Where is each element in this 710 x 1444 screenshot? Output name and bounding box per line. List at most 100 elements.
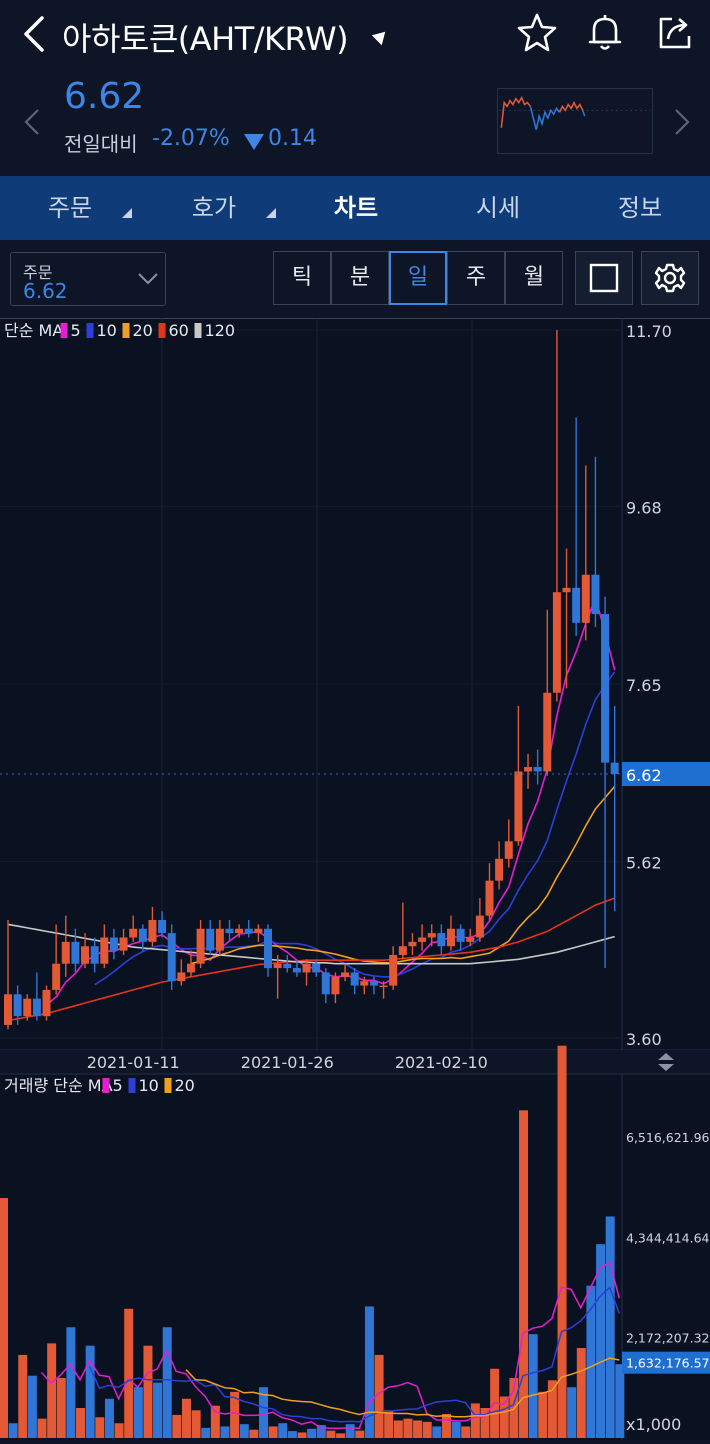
candle[interactable] bbox=[13, 985, 22, 1025]
candle[interactable] bbox=[244, 920, 253, 938]
period-tick[interactable]: 틱 bbox=[273, 251, 331, 305]
mini-intraday-chart[interactable] bbox=[497, 88, 653, 154]
volume-bar[interactable] bbox=[422, 1421, 432, 1438]
tab-market-price[interactable]: 시세 bbox=[475, 194, 521, 222]
candle[interactable] bbox=[206, 920, 215, 955]
candle[interactable] bbox=[562, 548, 571, 689]
volume-bar[interactable] bbox=[547, 1380, 557, 1438]
candle[interactable] bbox=[591, 456, 600, 628]
prev-coin-icon[interactable] bbox=[22, 106, 42, 138]
volume-bar[interactable] bbox=[297, 1432, 307, 1438]
volume-bar[interactable] bbox=[384, 1410, 394, 1438]
candle[interactable] bbox=[138, 924, 147, 951]
candle[interactable] bbox=[186, 950, 195, 977]
volume-bar[interactable] bbox=[133, 1387, 143, 1438]
volume-bar[interactable] bbox=[355, 1430, 365, 1438]
volume-bar[interactable] bbox=[104, 1398, 114, 1438]
volume-bar[interactable] bbox=[287, 1431, 297, 1438]
volume-bar[interactable] bbox=[37, 1418, 47, 1438]
volume-bar[interactable] bbox=[239, 1424, 249, 1438]
tab-chart[interactable]: 차트 bbox=[333, 194, 379, 222]
share-icon[interactable] bbox=[654, 12, 696, 54]
star-icon[interactable] bbox=[516, 12, 558, 54]
volume-bar[interactable] bbox=[47, 1343, 57, 1438]
volume-bar[interactable] bbox=[364, 1306, 374, 1438]
order-price-dropdown[interactable]: 주문 6.62 bbox=[10, 252, 166, 306]
volume-bar[interactable] bbox=[191, 1410, 201, 1438]
volume-bar[interactable] bbox=[220, 1426, 230, 1438]
candle[interactable] bbox=[32, 972, 41, 1021]
volume-bar[interactable] bbox=[249, 1429, 259, 1438]
candle[interactable] bbox=[466, 928, 475, 947]
candle[interactable] bbox=[418, 924, 427, 951]
volume-bar[interactable] bbox=[230, 1391, 240, 1438]
tab-order[interactable]: 주문 bbox=[20, 176, 132, 240]
volume-bar[interactable] bbox=[201, 1427, 211, 1438]
candle[interactable] bbox=[456, 924, 465, 951]
volume-bar[interactable] bbox=[557, 1045, 567, 1438]
volume-bar[interactable] bbox=[519, 1110, 529, 1438]
back-icon[interactable] bbox=[16, 12, 56, 56]
candle[interactable] bbox=[572, 417, 581, 636]
candle[interactable] bbox=[446, 915, 455, 951]
candle[interactable] bbox=[71, 928, 80, 973]
page-title[interactable]: 아하토큰(AHT/KRW) bbox=[62, 20, 349, 58]
period-day[interactable]: 일 bbox=[389, 251, 447, 305]
bell-icon[interactable] bbox=[584, 12, 626, 54]
candle[interactable] bbox=[341, 963, 350, 982]
candle[interactable] bbox=[225, 920, 234, 942]
volume-bar[interactable] bbox=[441, 1414, 451, 1438]
candle[interactable] bbox=[495, 841, 504, 890]
candle[interactable] bbox=[23, 994, 32, 1021]
candle[interactable] bbox=[119, 928, 128, 955]
candle[interactable] bbox=[552, 330, 561, 702]
volume-bar[interactable] bbox=[0, 1198, 8, 1438]
candle[interactable] bbox=[100, 924, 109, 969]
candle[interactable] bbox=[331, 972, 340, 1004]
period-week[interactable]: 주 bbox=[447, 251, 505, 305]
volume-bar[interactable] bbox=[181, 1398, 191, 1438]
candle[interactable] bbox=[475, 898, 484, 942]
title-dropdown-icon[interactable] bbox=[371, 26, 391, 46]
candle[interactable] bbox=[369, 976, 378, 995]
volume-bar[interactable] bbox=[307, 1428, 317, 1438]
volume-bar[interactable] bbox=[528, 1334, 538, 1438]
volume-bar[interactable] bbox=[432, 1426, 442, 1438]
volume-bar[interactable] bbox=[393, 1420, 403, 1438]
candle[interactable] bbox=[90, 937, 99, 973]
candle[interactable] bbox=[437, 924, 446, 955]
candle[interactable] bbox=[158, 911, 167, 938]
candle[interactable] bbox=[52, 924, 61, 995]
volume-bar[interactable] bbox=[403, 1418, 413, 1438]
volume-bar[interactable] bbox=[586, 1285, 596, 1438]
candle[interactable] bbox=[427, 924, 436, 947]
candle[interactable] bbox=[601, 596, 610, 969]
volume-bar[interactable] bbox=[85, 1345, 95, 1438]
candle[interactable] bbox=[109, 928, 118, 960]
volume-bar[interactable] bbox=[451, 1421, 461, 1438]
candle[interactable] bbox=[389, 946, 398, 990]
volume-bar[interactable] bbox=[336, 1433, 346, 1438]
candle[interactable] bbox=[167, 924, 176, 990]
chart-svg[interactable]: 11.70 9.68 7.65 5.62 3.60 6.62 2021-01-11 2021… bbox=[0, 317, 710, 1440]
candle[interactable] bbox=[292, 959, 301, 977]
volume-bar[interactable] bbox=[27, 1375, 37, 1438]
candle[interactable] bbox=[148, 906, 157, 947]
tab-info[interactable]: 정보 bbox=[617, 194, 663, 222]
next-coin-icon[interactable] bbox=[672, 106, 692, 138]
candle[interactable] bbox=[398, 902, 407, 960]
tab-orderbook[interactable]: 호가 bbox=[164, 176, 276, 240]
candle[interactable] bbox=[235, 924, 244, 938]
volume-bar[interactable] bbox=[499, 1396, 509, 1438]
volume-bar[interactable] bbox=[259, 1387, 269, 1438]
volume-bar[interactable] bbox=[605, 1216, 615, 1438]
candle[interactable] bbox=[504, 819, 513, 868]
candle[interactable] bbox=[533, 749, 542, 785]
volume-bar[interactable] bbox=[56, 1378, 66, 1438]
volume-bar[interactable] bbox=[95, 1417, 105, 1438]
volume-bar[interactable] bbox=[326, 1430, 336, 1438]
resize-handle-icon[interactable] bbox=[658, 1053, 674, 1071]
volume-bar[interactable] bbox=[567, 1387, 577, 1438]
candle[interactable] bbox=[215, 920, 224, 955]
volume-bar[interactable] bbox=[210, 1405, 220, 1438]
